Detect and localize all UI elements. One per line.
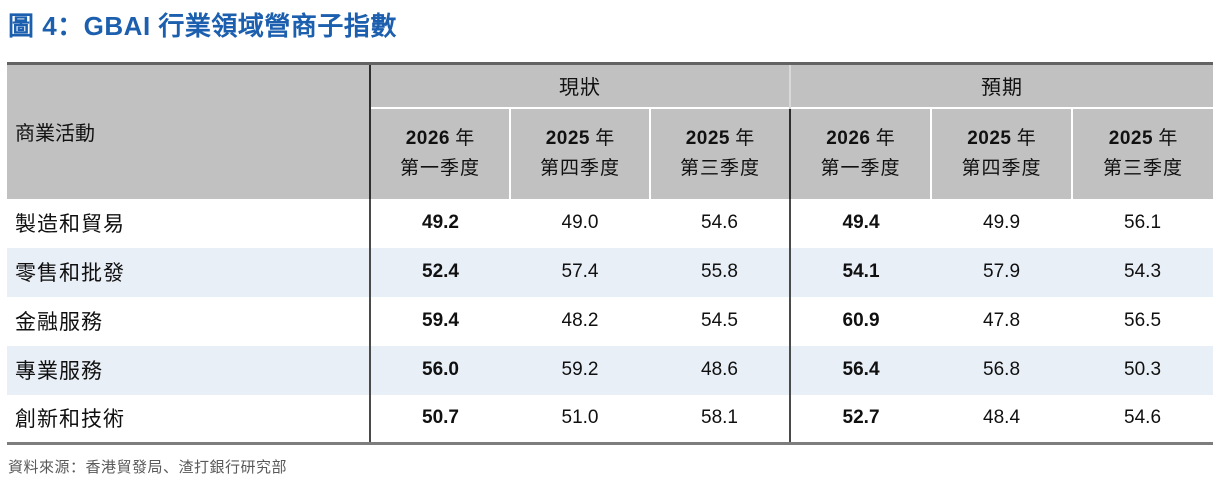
data-cell: 57.9 <box>931 247 1073 297</box>
data-cell: 56.4 <box>789 345 932 395</box>
column-header-expected-q1-2026: 2026 年 第一季度 <box>789 106 932 199</box>
column-header-current-q4-2025: 2025 年 第四季度 <box>509 106 650 199</box>
column-header-expected-q3-2025: 2025 年 第三季度 <box>1071 106 1214 199</box>
column-header-current-q3-2025: 2025 年 第三季度 <box>648 106 791 199</box>
data-cell: 57.4 <box>510 247 650 297</box>
data-cell: 56.8 <box>931 345 1073 395</box>
group-header-expected: 預期 <box>789 63 1214 108</box>
column-header-current-q1-2026: 2026 年 第一季度 <box>369 106 510 199</box>
group-header-current: 現狀 <box>368 63 791 108</box>
data-cell: 49.9 <box>983 212 1021 233</box>
data-cell: 48.4 <box>983 407 1021 429</box>
table-row-manufacturing-trade: 製造和貿易 49.2 49.0 54.6 49.4 49.9 56.1 <box>7 198 1213 248</box>
data-cell: 50.7 <box>369 394 510 444</box>
row-label: 製造和貿易 <box>15 213 125 236</box>
data-cell: 49.0 <box>561 212 599 233</box>
row-label: 創新和技術 <box>15 408 125 432</box>
row-label: 專業服務 <box>7 345 370 395</box>
table-row-innovation-technology: 創新和技術 50.7 51.0 58.1 52.7 48.4 54.6 <box>7 394 1213 444</box>
data-cell: 49.2 <box>369 198 510 248</box>
table-body: 製造和貿易 49.2 49.0 54.6 49.4 49.9 56.1 零售和批… <box>7 198 1214 444</box>
data-cell: 55.8 <box>650 247 791 297</box>
report-page: 圖 4：GBAI 行業領域營商子指數 商業活動 現狀 預期 2026 年 第一季… <box>7 11 1214 476</box>
data-cell: 54.6 <box>1124 407 1162 429</box>
figure-title: 圖 4：GBAI 行業領域營商子指數 <box>8 11 397 41</box>
table-header: 商業活動 現狀 預期 2026 年 第一季度 2025 年 第四季度 2025 … <box>7 63 1214 199</box>
data-cell: 54.1 <box>789 247 932 297</box>
data-cell: 50.3 <box>1072 345 1214 395</box>
source-note: 資料來源：香港貿發局、渣打銀行研究部 <box>8 459 288 476</box>
row-label: 金融服務 <box>15 311 103 334</box>
gbai-subindex-table: 商業活動 現狀 預期 2026 年 第一季度 2025 年 第四季度 2025 … <box>7 62 1214 445</box>
data-cell: 56.1 <box>1124 212 1162 233</box>
data-cell: 52.4 <box>369 247 510 297</box>
table-row-professional-services: 專業服務 56.0 59.2 48.6 56.4 56.8 50.3 <box>7 345 1214 395</box>
corner-header-business-activity: 商業活動 <box>7 63 370 199</box>
data-cell: 51.0 <box>561 407 599 429</box>
data-cell: 52.7 <box>789 394 932 444</box>
data-cell: 59.4 <box>369 296 510 346</box>
data-cell: 54.5 <box>701 310 738 331</box>
data-cell: 48.6 <box>650 345 791 395</box>
data-cell: 49.4 <box>789 198 932 248</box>
table-row-retail-wholesale: 零售和批發 52.4 57.4 55.8 54.1 57.9 54.3 <box>7 247 1214 297</box>
data-cell: 56.5 <box>1124 310 1162 331</box>
data-cell: 60.9 <box>789 296 932 346</box>
data-cell: 59.2 <box>510 345 650 395</box>
column-header-expected-q4-2025: 2025 年 第四季度 <box>930 106 1073 199</box>
data-cell: 54.3 <box>1072 247 1214 297</box>
data-cell: 54.6 <box>701 212 738 233</box>
row-label: 零售和批發 <box>7 247 370 297</box>
data-cell: 56.0 <box>369 345 510 395</box>
data-cell: 48.2 <box>561 310 599 331</box>
table-row-financial-services: 金融服務 59.4 48.2 54.5 60.9 47.8 56.5 <box>7 296 1213 346</box>
data-cell: 47.8 <box>983 310 1021 331</box>
data-cell: 58.1 <box>701 407 738 429</box>
